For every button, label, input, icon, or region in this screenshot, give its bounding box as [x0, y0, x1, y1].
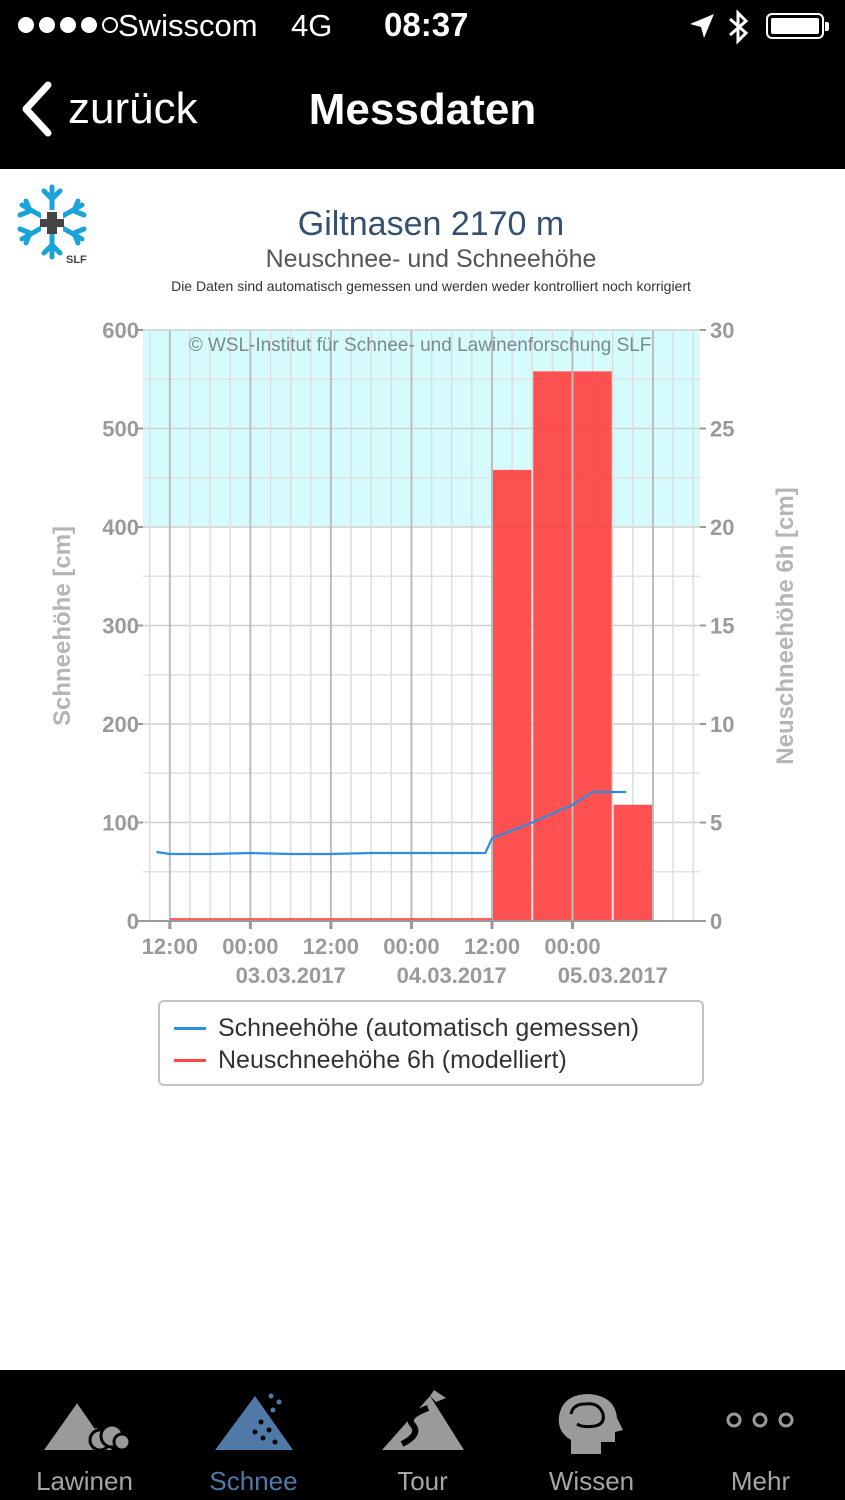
clock: 08:37 — [384, 6, 469, 43]
page-title: Messdaten — [308, 85, 537, 134]
tab-label: Tour — [397, 1466, 448, 1496]
y-left-tick-label: 600 — [102, 318, 139, 343]
tab-label: Lawinen — [36, 1466, 133, 1496]
tab-label: Wissen — [548, 1466, 635, 1496]
network-type: 4G — [291, 8, 333, 43]
avalanche-icon — [44, 1401, 132, 1452]
back-button[interactable]: zurück — [20, 81, 198, 137]
tab-wissen[interactable]: Wissen — [507, 1370, 676, 1500]
signal-dots-icon — [18, 17, 118, 33]
chart-title: Giltnasen 2170 m — [297, 205, 565, 243]
y-left-tick-label: 100 — [102, 811, 139, 836]
tab-label: Schnee — [209, 1466, 298, 1496]
x-date-label: 03.03.2017 — [236, 963, 346, 988]
more-dots-icon — [726, 1412, 794, 1428]
tab-tour[interactable]: Tour — [338, 1370, 507, 1500]
bluetooth-icon — [729, 9, 749, 45]
tab-label: Mehr — [730, 1466, 791, 1496]
x-date-label: 04.03.2017 — [397, 963, 507, 988]
x-tick-label: 00:00 — [222, 934, 278, 959]
y-left-tick-label: 400 — [102, 515, 139, 540]
x-tick-label: 12:00 — [142, 934, 198, 959]
x-date-label: 05.03.2017 — [558, 963, 668, 988]
y-left-tick-label: 300 — [102, 614, 139, 639]
back-label: zurück — [68, 84, 198, 133]
location-arrow-icon — [690, 14, 714, 38]
snow-mountain-icon — [215, 1393, 293, 1450]
tab-lawinen[interactable]: Lawinen — [0, 1370, 169, 1500]
chevron-left-icon — [22, 81, 52, 137]
navigation-bar: Messdaten zurück — [0, 55, 845, 169]
slf-logo-text: SLF — [66, 254, 87, 265]
y-left-tick-label: 500 — [102, 417, 139, 442]
x-tick-label: 12:00 — [303, 934, 359, 959]
snow-bar — [613, 804, 653, 921]
y-right-tick-label: 5 — [710, 811, 722, 836]
slf-logo-icon: SLF — [17, 184, 87, 265]
snow-chart: © WSL-Institut für Schnee- und Lawinenfo… — [49, 318, 799, 988]
x-tick-label: 12:00 — [464, 934, 520, 959]
y-right-tick-label: 20 — [710, 515, 734, 540]
y-left-tick-label: 200 — [102, 712, 139, 737]
chart-legend: Schneehöhe (automatisch gemessen) Neusch… — [158, 1000, 704, 1086]
y-right-tick-label: 30 — [710, 318, 734, 343]
legend-item-neuschnee: Neuschneehöhe 6h (modelliert) — [174, 1046, 567, 1075]
snow-depth-line — [156, 790, 627, 856]
legend-label: Schneehöhe (automatisch gemessen) — [218, 1014, 640, 1042]
snow-bar — [492, 469, 532, 921]
y-axis-right-label: Neuschneehöhe 6h [cm] — [772, 487, 799, 764]
snow-bar — [169, 918, 492, 921]
y-left-tick-label: 0 — [127, 909, 139, 934]
legend-label: Neuschneehöhe 6h (modelliert) — [218, 1046, 567, 1074]
tab-mehr[interactable]: Mehr — [676, 1370, 845, 1500]
y-right-tick-label: 10 — [710, 712, 734, 737]
battery-icon — [766, 13, 829, 39]
tab-schnee[interactable]: Schnee — [169, 1370, 338, 1500]
x-tick-label: 00:00 — [383, 934, 439, 959]
y-right-tick-label: 15 — [710, 614, 734, 639]
status-bar: Swisscom 4G 08:37 — [0, 0, 845, 55]
chart-subtitle: Neuschnee- und Schneehöhe — [265, 245, 597, 273]
legend-swatch — [174, 1027, 206, 1030]
snow-bar — [573, 371, 612, 921]
chart-watermark: © WSL-Institut für Schnee- und Lawinenfo… — [189, 335, 652, 356]
y-right-tick-label: 25 — [710, 417, 734, 442]
tour-path-icon — [382, 1390, 464, 1450]
legend-item-schneehoehe: Schneehöhe (automatisch gemessen) — [174, 1014, 639, 1043]
snow-bar — [533, 371, 572, 921]
head-brain-icon — [558, 1394, 623, 1454]
legend-swatch — [174, 1059, 206, 1062]
y-right-tick-label: 0 — [710, 909, 722, 934]
y-axis-left-label: Schneehöhe [cm] — [49, 526, 76, 726]
chart-disclaimer: Die Daten sind automatisch gemessen und … — [171, 278, 691, 294]
x-tick-label: 00:00 — [544, 934, 600, 959]
carrier-name: Swisscom — [118, 8, 258, 43]
tab-bar: Lawinen Schnee Tour Wissen Mehr — [0, 1370, 845, 1500]
